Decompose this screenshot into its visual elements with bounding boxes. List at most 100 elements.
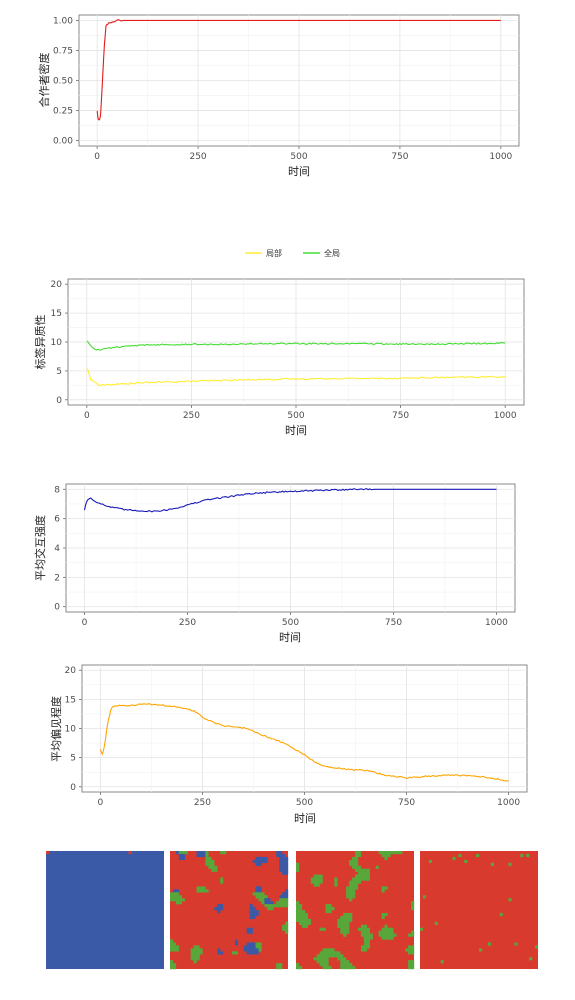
lattice-cell [301, 915, 306, 920]
lattice-cell [328, 904, 332, 908]
lattice-cell [355, 877, 359, 881]
lattice-cell [196, 853, 200, 858]
lattice-cell [193, 948, 197, 952]
grid-layer [68, 279, 524, 405]
lattice-cell [199, 853, 203, 858]
series-line-1 [99, 703, 509, 782]
lattice-snapshot-4 [420, 851, 539, 969]
lattice-cell [170, 942, 174, 946]
lattice-cell [381, 886, 385, 890]
lattice-cell [279, 856, 283, 861]
lattice-cell [384, 936, 388, 940]
lattice-cell [340, 915, 344, 920]
lattice-cell [296, 904, 300, 908]
lattice-cell [255, 856, 259, 861]
lattice-cell [258, 898, 262, 902]
lattice-cell [202, 889, 206, 893]
lattice-cell [249, 945, 253, 949]
lattice-cell [366, 939, 370, 943]
lattice-cell [366, 927, 370, 931]
lattice-cell [307, 921, 311, 925]
lattice-cell [390, 927, 394, 931]
lattice-cell [390, 933, 394, 937]
lattice-cell [346, 889, 350, 893]
lattice-cell [363, 927, 367, 931]
lattice-cell [366, 871, 370, 875]
lattice-cell [381, 933, 385, 937]
lattice-cell [319, 963, 323, 967]
legend-label-local: 局部 [266, 248, 282, 258]
lattice-cell [363, 874, 367, 878]
lattice-cell [337, 921, 341, 925]
lattice-cell [334, 877, 338, 881]
lattice-cell [346, 924, 350, 928]
lattice-cell [355, 865, 359, 869]
lattice-cell [343, 915, 347, 920]
lattice-cell [276, 851, 280, 855]
lattice-cell [357, 851, 362, 855]
lattice-cell [346, 966, 350, 970]
lattice-cell [252, 915, 256, 920]
lattice-cell [196, 951, 200, 955]
lattice-cell [349, 859, 353, 863]
lattice-cell [408, 951, 412, 955]
lattice-cell [246, 951, 250, 955]
lattice-cell [211, 865, 215, 869]
lattice-cell [175, 851, 180, 855]
lattice-cell [346, 892, 350, 896]
lattice-cell [296, 865, 300, 869]
lattice-cell [346, 927, 350, 931]
lattice-cell [252, 945, 256, 949]
lattice-cell [285, 927, 289, 931]
lattice-cell [279, 904, 283, 908]
lattice-cell [325, 957, 329, 961]
lattice-cell [270, 901, 274, 905]
lattice-cell [190, 957, 194, 961]
lattice-cell [514, 942, 518, 946]
y-tick-label: 15 [51, 309, 62, 319]
lattice-snapshot-2 [170, 851, 289, 970]
lattice-cell [313, 880, 317, 884]
lattice-cell [285, 904, 289, 908]
lattice-cell [411, 904, 415, 908]
lattice-cell [279, 865, 283, 869]
lattice-cell [337, 954, 341, 958]
lattice-cell [255, 859, 259, 863]
lattice-cell [178, 901, 182, 905]
lattice-cell [252, 948, 256, 952]
lattice-cell [428, 859, 432, 863]
lattice-cell [205, 862, 209, 866]
lattice-cell [255, 945, 259, 949]
lattice-cell [258, 889, 262, 893]
lattice-cell [411, 948, 415, 952]
lattice-cell [279, 898, 283, 902]
lattice-cell [193, 957, 197, 961]
lattice-cell [220, 880, 224, 884]
series-line-2 [86, 340, 506, 351]
lattice-cell [378, 930, 382, 934]
lattice-cell [384, 851, 388, 855]
lattice-cell [408, 966, 412, 970]
lattice-cell [322, 951, 326, 955]
lattice-cell [285, 901, 289, 905]
lattice-cell [205, 889, 209, 893]
lattice-cell [255, 942, 259, 946]
lattice-cell [172, 898, 177, 902]
lattice-cell [340, 960, 344, 964]
lattice-cell [325, 963, 329, 967]
lattice-cell [282, 895, 286, 899]
lattice-cell [340, 918, 344, 922]
lattice-cell [252, 951, 256, 955]
lattice-cell [264, 859, 268, 863]
lattice-cell [255, 910, 259, 914]
lattice-cell [231, 951, 236, 955]
lattice-cell [255, 892, 259, 896]
lattice-cell [220, 851, 224, 855]
lattice-cell [220, 877, 224, 881]
lattice-cell [193, 945, 197, 949]
tag-heterogeneity-chart: 0 250 500 750 1000 0 5 10 15 20 时间 标签异质性 [33, 278, 525, 437]
lattice-cell [175, 889, 180, 893]
x-tick-label: 500 [282, 618, 299, 628]
lattice-cell [276, 963, 280, 967]
lattice-cell [298, 907, 303, 911]
